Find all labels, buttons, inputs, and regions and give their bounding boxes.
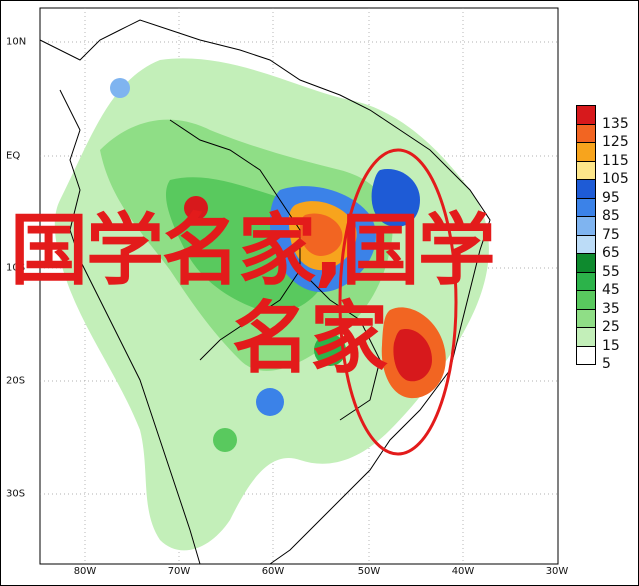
colorbar-cell [576,345,596,365]
colorbar-cell [576,142,596,161]
colorbar-cell [576,308,596,327]
colorbar-cell [576,234,596,253]
colorbar-label: 15 [602,337,620,354]
colorbar-cell [576,253,596,272]
colorbar-cell [576,197,596,216]
colorbar-label: 65 [602,245,620,261]
colorbar-cell [576,160,596,179]
colorbar [576,105,596,365]
lat-label-20s: 20S [6,375,26,387]
colorbar-cell [576,290,596,309]
colorbar-label: 125 [602,134,629,150]
colorbar-label: 35 [602,300,620,317]
colorbar-cell [576,271,596,290]
colorbar-label: 45 [602,282,620,298]
lon-label-30w: 30W [545,566,569,577]
lon-label-50w: 50W [357,566,381,577]
watermark-text-line2: 名家 [232,294,389,384]
lat-label-eq: EQ [6,150,21,162]
colorbar-cell [576,105,596,124]
coastline [39,19,491,565]
colorbar-label: 55 [602,263,620,280]
highlight-ellipse [338,148,458,456]
lon-label-80w: 80W [73,566,97,577]
colorbar-label: 85 [602,208,620,224]
lat-label-10n: 10N [6,36,27,48]
lon-label-70w: 70W [167,566,191,577]
colorbar-label: 105 [602,171,629,187]
watermark-text-line1: 国学名家,国学 [10,206,496,296]
colorbar-label: 5 [602,356,611,372]
lon-label-40w: 40W [451,566,475,577]
colorbar-label: 115 [602,152,629,169]
colorbar-cell [576,123,596,142]
precip-shading [54,58,489,551]
colorbar-cell [576,179,596,198]
lat-label-10s: 10S [6,262,26,274]
colorbar-label: 95 [602,189,620,206]
colorbar-cell [576,216,596,235]
colorbar-label: 75 [602,226,620,243]
colorbar-label: 135 [602,115,629,132]
colorbar-cell [576,327,596,346]
colorbar-label: 25 [602,319,620,335]
lon-label-60w: 60W [261,566,285,577]
lat-label-30s: 30S [6,488,26,500]
